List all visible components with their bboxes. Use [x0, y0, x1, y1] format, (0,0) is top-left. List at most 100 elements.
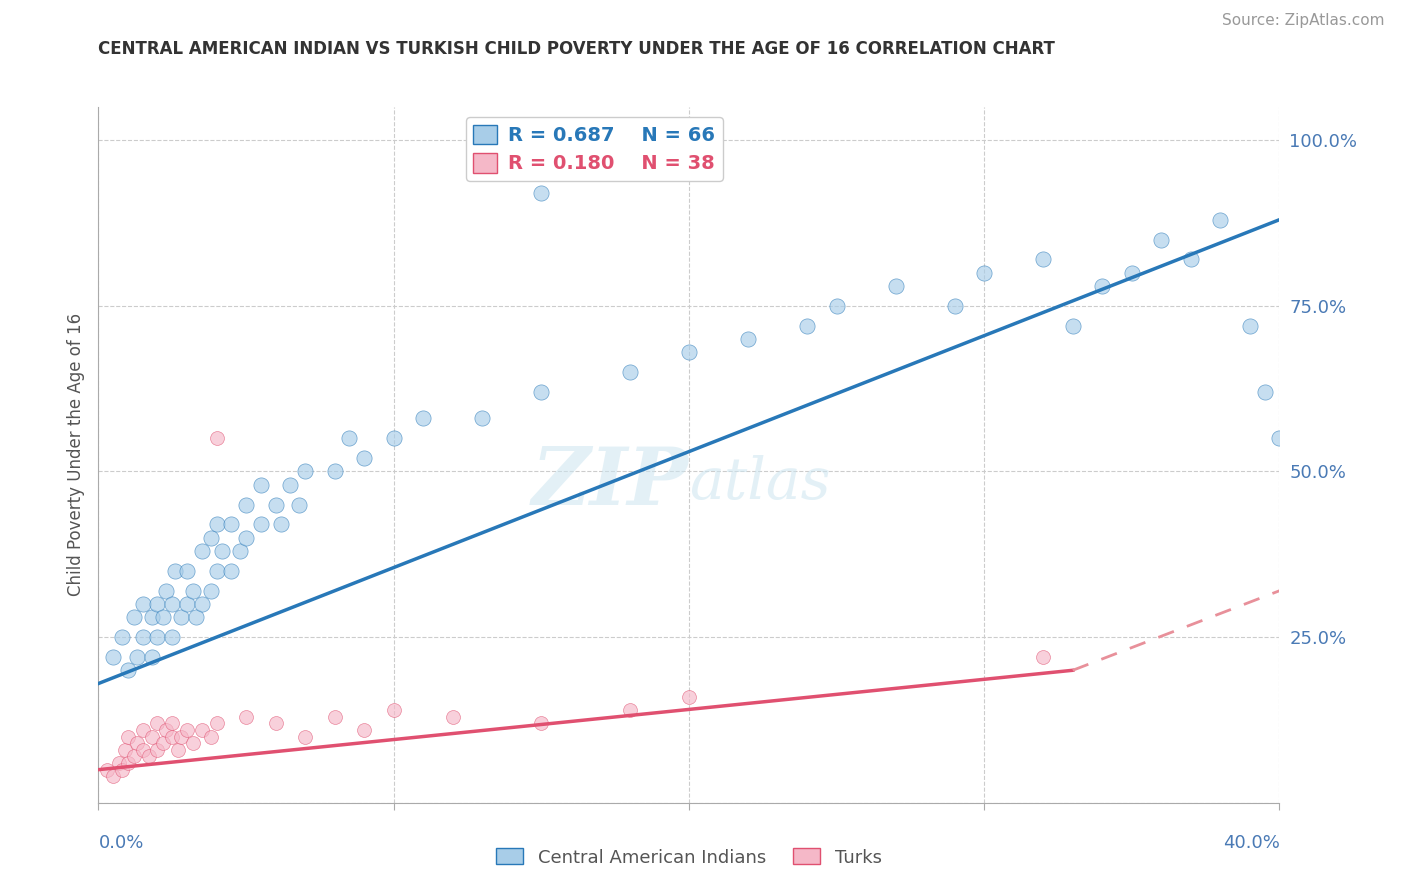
Point	[530, 186, 553, 201]
Point	[155, 723, 177, 737]
Point	[125, 736, 148, 750]
Point	[141, 610, 163, 624]
Point	[1091, 279, 1114, 293]
Point	[235, 709, 257, 723]
Point	[103, 650, 125, 665]
Text: 0.0%: 0.0%	[98, 834, 143, 852]
Point	[323, 709, 346, 723]
Point	[382, 703, 405, 717]
Point	[278, 477, 302, 491]
Point	[250, 517, 273, 532]
Point	[181, 736, 204, 750]
Point	[294, 730, 316, 744]
Point	[943, 299, 966, 313]
Point	[132, 743, 155, 757]
Point	[103, 769, 125, 783]
Point	[125, 650, 148, 665]
Point	[191, 544, 214, 558]
Point	[796, 318, 818, 333]
Point	[678, 345, 700, 359]
Point	[323, 465, 346, 479]
Point	[973, 266, 995, 280]
Point	[122, 610, 145, 624]
Point	[678, 690, 700, 704]
Text: Source: ZipAtlas.com: Source: ZipAtlas.com	[1222, 13, 1385, 29]
Text: 40.0%: 40.0%	[1223, 834, 1279, 852]
Point	[146, 743, 169, 757]
Point	[146, 630, 169, 644]
Point	[382, 431, 405, 445]
Point	[235, 531, 257, 545]
Point	[200, 531, 222, 545]
Legend: Central American Indians, Turks: Central American Indians, Turks	[489, 841, 889, 874]
Point	[530, 384, 553, 399]
Point	[270, 517, 292, 532]
Point	[235, 498, 257, 512]
Point	[162, 716, 183, 731]
Point	[205, 517, 228, 532]
Point	[200, 730, 222, 744]
Point	[176, 597, 198, 611]
Point	[111, 763, 134, 777]
Point	[211, 544, 233, 558]
Text: CENTRAL AMERICAN INDIAN VS TURKISH CHILD POVERTY UNDER THE AGE OF 16 CORRELATION: CENTRAL AMERICAN INDIAN VS TURKISH CHILD…	[98, 40, 1056, 58]
Point	[181, 583, 204, 598]
Point	[138, 749, 160, 764]
Point	[219, 517, 242, 532]
Point	[1180, 252, 1202, 267]
Point	[1268, 431, 1291, 445]
Point	[162, 630, 183, 644]
Point	[132, 723, 155, 737]
Point	[170, 730, 193, 744]
Point	[471, 411, 494, 425]
Point	[1209, 212, 1232, 227]
Point	[122, 749, 145, 764]
Point	[264, 498, 287, 512]
Point	[288, 498, 311, 512]
Point	[200, 583, 222, 598]
Point	[170, 610, 193, 624]
Point	[337, 431, 360, 445]
Point	[108, 756, 131, 770]
Y-axis label: Child Poverty Under the Age of 16: Child Poverty Under the Age of 16	[66, 313, 84, 597]
Point	[152, 736, 174, 750]
Point	[184, 610, 207, 624]
Point	[619, 703, 641, 717]
Point	[294, 465, 316, 479]
Point	[205, 431, 228, 445]
Point	[162, 730, 183, 744]
Point	[165, 564, 187, 578]
Text: atlas: atlas	[689, 455, 831, 511]
Point	[117, 730, 139, 744]
Point	[441, 709, 464, 723]
Point	[737, 332, 759, 346]
Point	[205, 716, 228, 731]
Point	[825, 299, 848, 313]
Point	[152, 610, 174, 624]
Point	[884, 279, 907, 293]
Point	[155, 583, 177, 598]
Point	[1239, 318, 1261, 333]
Point	[205, 564, 228, 578]
Point	[96, 763, 118, 777]
Point	[191, 723, 214, 737]
Point	[132, 597, 155, 611]
Point	[412, 411, 434, 425]
Point	[191, 597, 214, 611]
Point	[114, 743, 136, 757]
Point	[1121, 266, 1143, 280]
Point	[162, 597, 183, 611]
Text: ZIP: ZIP	[531, 444, 689, 522]
Point	[264, 716, 287, 731]
Point	[1032, 252, 1054, 267]
Point	[353, 723, 375, 737]
Point	[117, 756, 139, 770]
Point	[1254, 384, 1277, 399]
Point	[167, 743, 190, 757]
Point	[530, 716, 553, 731]
Point	[1032, 650, 1054, 665]
Point	[1062, 318, 1084, 333]
Point	[1150, 233, 1173, 247]
Point	[141, 650, 163, 665]
Point	[229, 544, 252, 558]
